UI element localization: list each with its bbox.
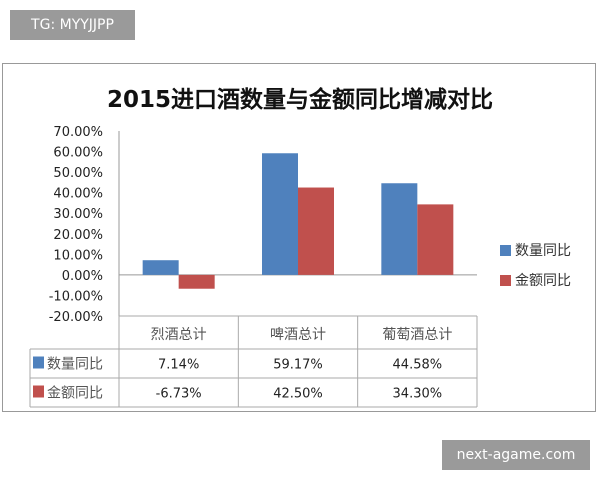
bar-quantity xyxy=(142,260,179,275)
data-label: 44.58% xyxy=(393,358,443,373)
y-tick-label: 60.00% xyxy=(53,146,103,161)
bar-amount xyxy=(298,187,334,275)
table-swatch xyxy=(33,356,44,369)
y-tick-label: -20.00% xyxy=(49,310,103,325)
y-tick-label: 0.00% xyxy=(62,269,103,284)
legend-swatch xyxy=(500,275,511,286)
legend-item-amount: 金额同比 xyxy=(500,270,571,290)
chart-title: 2015进口酒数量与金额同比增减对比 xyxy=(106,87,493,113)
category-label: 葡萄酒总计 xyxy=(382,327,452,343)
data-label: 59.17% xyxy=(273,358,323,373)
data-label: 42.50% xyxy=(273,387,323,402)
y-tick-label: 50.00% xyxy=(53,166,103,181)
legend-label: 数量同比 xyxy=(515,243,571,259)
watermark-bottom: next-agame.com xyxy=(442,440,590,470)
bar-quantity xyxy=(262,153,298,275)
table-series-label: 数量同比 xyxy=(47,357,103,373)
data-label: -6.73% xyxy=(156,387,202,402)
chart-frame xyxy=(2,63,596,412)
category-label: 啤酒总计 xyxy=(270,327,326,343)
data-label: 7.14% xyxy=(158,358,199,373)
y-tick-label: 40.00% xyxy=(53,187,103,202)
table-series-label: 金额同比 xyxy=(47,386,103,402)
y-tick-label: -10.00% xyxy=(49,289,103,304)
category-label: 烈酒总计 xyxy=(151,327,207,343)
bar-amount xyxy=(417,204,454,275)
legend-label: 金额同比 xyxy=(515,273,571,289)
watermark-top: TG: MYYJJPP xyxy=(10,10,135,40)
data-label: 34.30% xyxy=(393,387,443,402)
table-swatch xyxy=(33,385,44,398)
bar-quantity xyxy=(381,183,418,275)
y-tick-label: 20.00% xyxy=(53,228,103,243)
y-tick-label: 10.00% xyxy=(53,248,103,263)
legend-swatch xyxy=(500,245,511,256)
bar-amount xyxy=(178,274,215,289)
y-tick-label: 70.00% xyxy=(53,125,103,140)
legend-item-quantity: 数量同比 xyxy=(500,240,571,260)
y-tick-label: 30.00% xyxy=(53,207,103,222)
